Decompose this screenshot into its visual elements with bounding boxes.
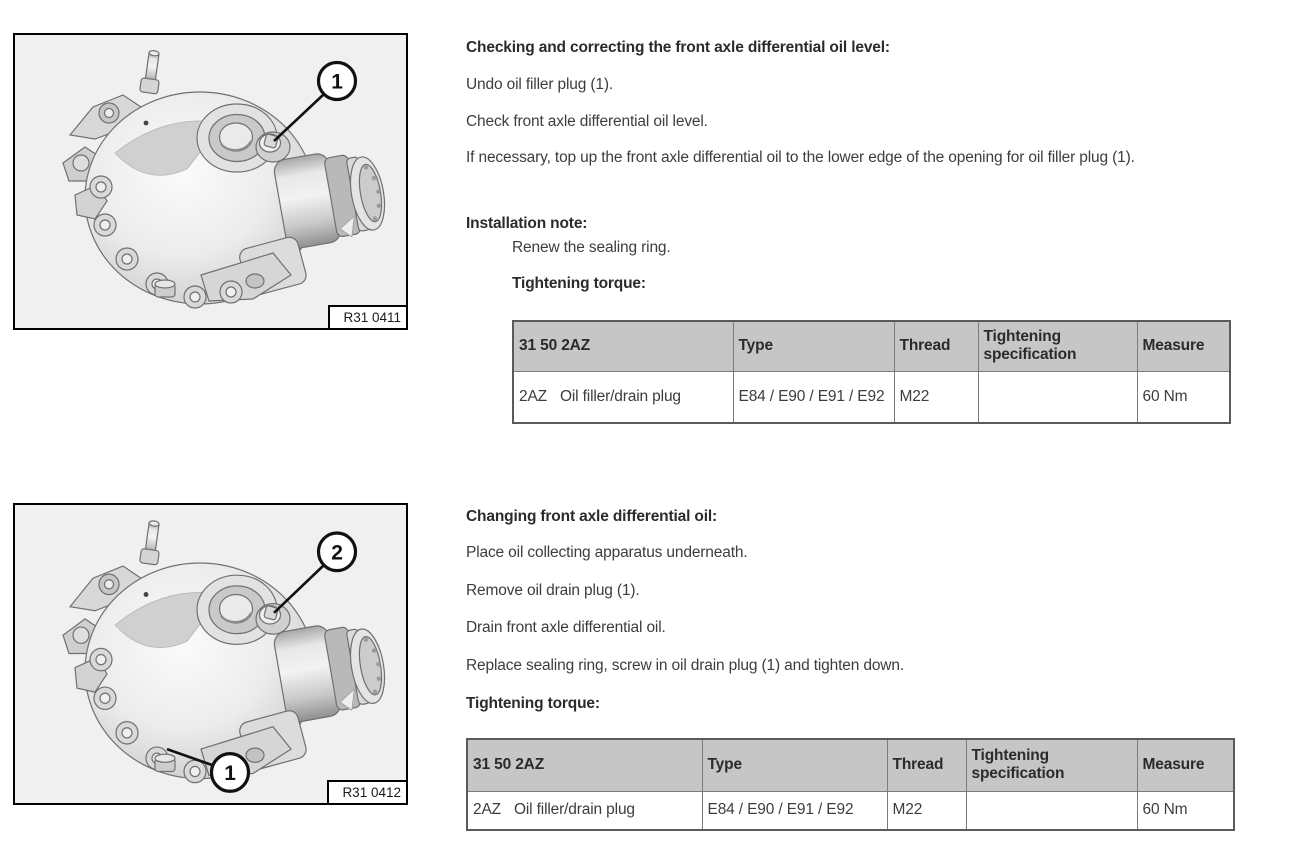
cell-thread: M22 [893,370,979,424]
section1-step-2: Check front axle differential oil level. [466,113,708,130]
section2-torque-heading: Tightening torque: [466,695,600,712]
section2-step-3: Drain front axle differential oil. [466,619,666,636]
header-thread: Thread [893,320,979,372]
cell-part: 2AZ Oil filler/drain plug [512,370,734,424]
callout-drain-plug: 1 [166,747,251,793]
cell-part: 2AZ Oil filler/drain plug [466,790,703,831]
differential-illustration: 1 [15,35,406,328]
figure-caption: R31 0412 [327,779,406,803]
cell-thread: M22 [886,790,967,831]
section1-torque-heading: Tightening torque: [512,275,646,292]
callout-filler-plug: 2 [273,531,358,614]
callout-label: 1 [224,762,236,785]
cell-tightening-spec [965,790,1138,831]
section2-heading: Changing front axle differential oil: [466,508,718,525]
callout-label: 1 [331,71,343,94]
cell-type: E84 / E90 / E91 / E92 [732,370,895,424]
section1-step-1: Undo oil filler plug (1). [466,76,614,93]
part-code: 2AZ [519,387,547,405]
part-name: Oil filler/drain plug [559,387,681,405]
header-tightening-spec: Tightening specification [965,738,1138,792]
leader-line [273,94,324,142]
differential-illustration: 2 1 [15,505,406,803]
table-header-row: 31 50 2AZ Type Thread Tightening specifi… [466,738,1235,792]
part-name: Oil filler/drain plug [513,801,635,819]
header-thread: Thread [886,738,967,792]
header-measure: Measure [1136,320,1231,372]
cell-measure: 60 Nm [1136,370,1231,424]
header-measure: Measure [1136,738,1235,792]
figure-oil-level-check: 1 R31 0411 [13,33,408,330]
header-type: Type [732,320,895,372]
table-header-row: 31 50 2AZ Type Thread Tightening specifi… [512,320,1231,372]
table-row: 2AZ Oil filler/drain plug E84 / E90 / E91… [512,370,1231,424]
torque-table-1: 31 50 2AZ Type Thread Tightening specifi… [512,320,1231,424]
callout-circle [316,60,358,102]
figure-oil-change: 2 1 R31 0412 [13,503,408,805]
callout-label: 2 [331,541,343,564]
callout-circle [209,752,251,793]
callout-filler-plug: 1 [273,60,358,142]
section2-step-1: Place oil collecting apparatus underneat… [466,544,748,561]
header-job-code: 31 50 2AZ [512,320,734,372]
section2-step-4: Replace sealing ring, screw in oil drain… [466,657,904,674]
leader-line [273,565,324,614]
header-type: Type [701,738,888,792]
figure-caption: R31 0411 [328,304,406,328]
header-job-code: 31 50 2AZ [466,738,703,792]
cell-tightening-spec [977,370,1138,424]
section1-heading: Checking and correcting the front axle d… [466,39,890,56]
cell-type: E84 / E90 / E91 / E92 [701,790,888,831]
torque-table-2: 31 50 2AZ Type Thread Tightening specifi… [466,738,1235,831]
callout-circle [316,531,358,573]
section2-step-2: Remove oil drain plug (1). [466,582,640,599]
header-tightening-spec: Tightening specification [977,320,1138,372]
cell-measure: 60 Nm [1136,790,1235,831]
installation-note-item: Renew the sealing ring. [512,239,671,256]
installation-note-heading: Installation note: [466,215,588,232]
part-code: 2AZ [473,801,501,819]
table-row: 2AZ Oil filler/drain plug E84 / E90 / E91… [466,790,1235,831]
section1-step-3: If necessary, top up the front axle diff… [466,149,1135,166]
leader-line [166,747,214,767]
